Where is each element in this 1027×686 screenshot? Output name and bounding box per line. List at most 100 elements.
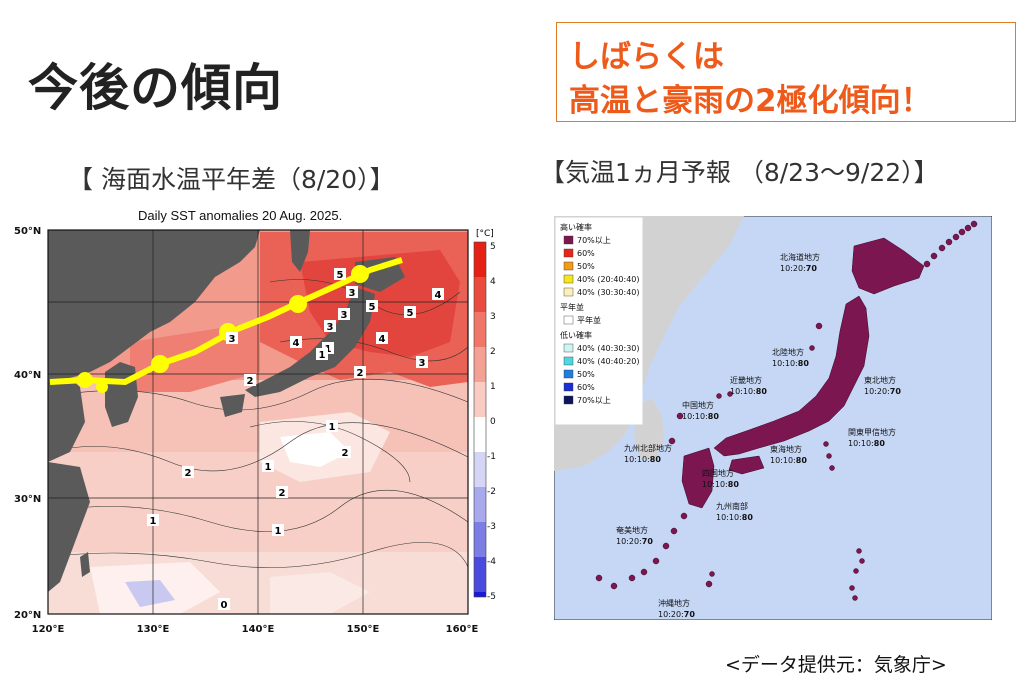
colorbar-tick: 2 bbox=[490, 347, 496, 357]
legend-header-low: 低い確率 bbox=[560, 330, 592, 340]
contour-label: 1 bbox=[272, 524, 284, 537]
legend-item: 40% (30:30:40) bbox=[563, 287, 640, 297]
lon-label: 150°E bbox=[347, 624, 380, 635]
lat-label: 20°N bbox=[14, 610, 41, 621]
legend-item: 70%以上 bbox=[563, 395, 611, 405]
region-label: 中国地方 10:10:80 bbox=[682, 400, 719, 421]
lon-label: 140°E bbox=[242, 624, 275, 635]
svg-text:東北地方: 東北地方 bbox=[864, 375, 896, 385]
region-label: 東北地方 10:20:70 bbox=[864, 375, 901, 396]
contour-label: 3 bbox=[226, 332, 238, 345]
svg-text:四国地方: 四国地方 bbox=[702, 468, 734, 478]
svg-text:近畿地方: 近畿地方 bbox=[730, 375, 762, 385]
svg-text:10:10:80: 10:10:80 bbox=[716, 513, 753, 522]
contour-label: 2 bbox=[182, 466, 194, 479]
region-label: 北陸地方 10:10:80 bbox=[772, 347, 809, 368]
svg-text:0: 0 bbox=[221, 600, 228, 611]
region-label: 東海地方 10:10:80 bbox=[770, 444, 807, 465]
svg-text:5: 5 bbox=[369, 302, 376, 313]
data-source-note: <データ提供元：気象庁> bbox=[725, 654, 947, 676]
track-point bbox=[351, 265, 369, 283]
region-label: 九州北部地方 10:10:80 bbox=[624, 443, 672, 464]
colorbar-tick: -3 bbox=[487, 522, 496, 532]
svg-text:九州南部: 九州南部 bbox=[716, 501, 748, 511]
legend-item: 40% (40:40:20) bbox=[563, 356, 640, 366]
svg-text:1: 1 bbox=[265, 462, 272, 473]
contour-label: 3 bbox=[324, 320, 336, 333]
colorbar-tick: 5 bbox=[490, 242, 496, 252]
contour-label: 1 bbox=[316, 348, 328, 361]
forecast-panel-label: 【気温1ヵ月予報 （8/23～9/22）】 bbox=[540, 158, 939, 187]
svg-text:3: 3 bbox=[327, 322, 334, 333]
track-point bbox=[289, 295, 307, 313]
svg-text:奄美地方: 奄美地方 bbox=[616, 525, 648, 535]
legend-item: 50% bbox=[563, 369, 595, 379]
track-point bbox=[96, 381, 108, 393]
legend-item: 50% bbox=[563, 261, 595, 271]
svg-text:10:10:80: 10:10:80 bbox=[702, 480, 739, 489]
legend-item: 平年並 bbox=[563, 315, 601, 325]
contour-label: 2 bbox=[354, 366, 366, 379]
svg-text:4: 4 bbox=[293, 338, 300, 349]
region-label: 近畿地方 10:10:80 bbox=[730, 375, 767, 396]
legend-item: 60% bbox=[563, 248, 595, 258]
contour-label: 1 bbox=[147, 514, 159, 527]
svg-text:5: 5 bbox=[337, 270, 344, 281]
contour-label: 1 bbox=[262, 460, 274, 473]
svg-text:3: 3 bbox=[229, 334, 236, 345]
region-label: 北海道地方 10:20:70 bbox=[780, 252, 820, 273]
forecast-legend: 高い確率 70%以上 60% 50% 40% (20:40:40) 40% (3… bbox=[555, 217, 643, 425]
contour-label: 0 bbox=[218, 598, 230, 611]
contour-label: 5 bbox=[334, 268, 346, 281]
contour-label: 2 bbox=[244, 374, 256, 387]
svg-text:3: 3 bbox=[419, 358, 426, 369]
svg-text:平年並: 平年並 bbox=[577, 315, 601, 325]
contour-label: 2 bbox=[276, 486, 288, 499]
svg-text:50%: 50% bbox=[577, 262, 595, 271]
sst-gridlines bbox=[48, 230, 468, 614]
sst-land bbox=[48, 230, 405, 592]
region-label: 四国地方 10:10:80 bbox=[702, 468, 739, 489]
contour-label: 4 bbox=[290, 336, 302, 349]
page-title: 今後の傾向 bbox=[28, 59, 283, 117]
svg-text:40% (20:40:40): 40% (20:40:40) bbox=[577, 275, 640, 284]
sst-colorbar: [°C] 5 4 3 2 1 0 -1 -2 -3 -4 -5 bbox=[473, 229, 496, 602]
legend-header-normal: 平年並 bbox=[560, 302, 584, 312]
lat-label: 50°N bbox=[14, 226, 41, 237]
contour-label: 4 bbox=[376, 332, 388, 345]
svg-text:沖縄地方: 沖縄地方 bbox=[658, 598, 690, 608]
region-label: 沖縄地方 10:20:70 bbox=[658, 598, 695, 619]
svg-text:4: 4 bbox=[435, 290, 442, 301]
sst-axis-labels: 50°N 40°N 30°N 20°N 120°E 130°E 140°E 15… bbox=[14, 226, 479, 635]
sst-anomaly-map: 5 5 5 4 4 4 3 3 3 3 3 2 2 2 2 2 1 1 1 1 … bbox=[14, 226, 496, 635]
svg-text:関東甲信地方: 関東甲信地方 bbox=[848, 427, 896, 437]
svg-text:九州北部地方: 九州北部地方 bbox=[624, 443, 672, 453]
svg-text:4: 4 bbox=[379, 334, 386, 345]
colorbar-tick: -4 bbox=[487, 557, 496, 567]
svg-text:10:20:70: 10:20:70 bbox=[616, 537, 653, 546]
legend-item: 40% (20:40:40) bbox=[563, 274, 640, 284]
svg-text:北陸地方: 北陸地方 bbox=[772, 347, 804, 357]
colorbar-tick: 1 bbox=[490, 382, 496, 392]
svg-text:1: 1 bbox=[329, 422, 336, 433]
callout-line-2: 高温と豪雨の2極化傾向！ bbox=[569, 83, 932, 119]
svg-text:10:10:80: 10:10:80 bbox=[682, 412, 719, 421]
svg-text:40% (40:40:20): 40% (40:40:20) bbox=[577, 357, 640, 366]
svg-text:5: 5 bbox=[407, 308, 414, 319]
legend-header-high: 高い確率 bbox=[560, 222, 592, 232]
lat-label: 30°N bbox=[14, 494, 41, 505]
svg-text:70%以上: 70%以上 bbox=[577, 236, 611, 245]
region-label: 関東甲信地方 10:10:80 bbox=[848, 427, 896, 448]
svg-text:2: 2 bbox=[342, 448, 349, 459]
temperature-forecast-map: 高い確率 70%以上 60% 50% 40% (20:40:40) 40% (3… bbox=[554, 216, 992, 620]
region-labels: 北海道地方 10:20:70 北陸地方 10:10:80 東北地方 10:20:… bbox=[616, 252, 901, 619]
contour-label-group: 5 5 5 4 4 4 3 3 3 3 3 2 2 2 2 2 1 1 1 1 … bbox=[147, 268, 444, 611]
svg-text:60%: 60% bbox=[577, 383, 595, 392]
colorbar-unit: [°C] bbox=[476, 229, 494, 239]
lon-label: 160°E bbox=[446, 624, 479, 635]
colorbar-tick: 3 bbox=[490, 312, 496, 322]
svg-text:70%以上: 70%以上 bbox=[577, 396, 611, 405]
svg-text:3: 3 bbox=[349, 288, 356, 299]
colorbar-tick: -5 bbox=[487, 592, 496, 602]
contour-label: 2 bbox=[339, 446, 351, 459]
